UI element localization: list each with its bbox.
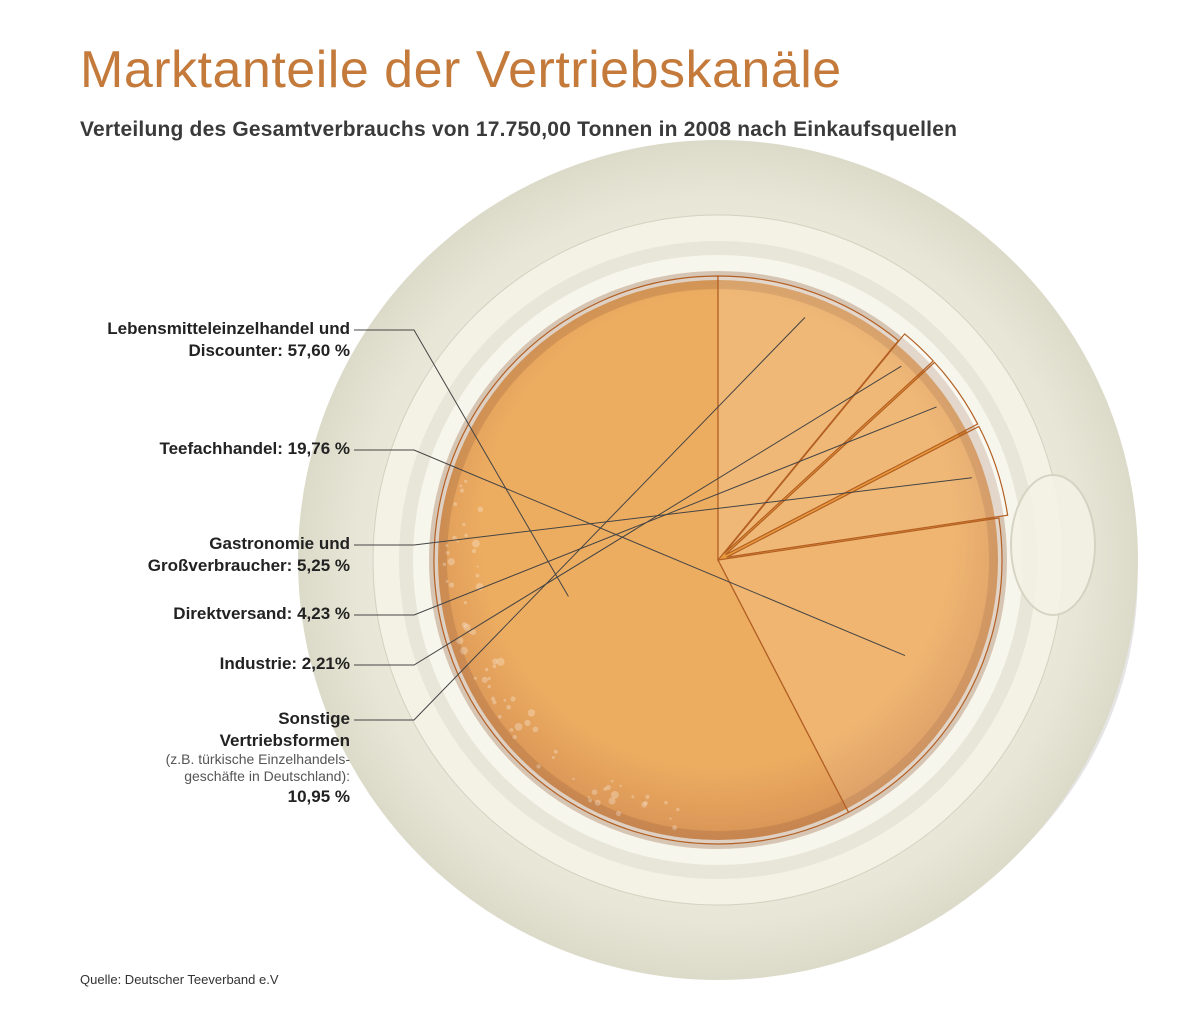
pie-label-sonstige: SonstigeVertriebsformen(z.B. türkische E… [50,708,350,807]
pie-label-leh: Lebensmitteleinzelhandel undDiscounter: … [50,318,350,361]
pie-label-industrie: Industrie: 2,21% [50,653,350,674]
pie-label-teefach: Teefachhandel: 19,76 % [50,438,350,459]
page: Marktanteile der Vertriebskanäle Verteil… [0,0,1200,1027]
pie-label-direkt: Direktversand: 4,23 % [50,603,350,624]
pie-label-gastro: Gastronomie undGroßverbraucher: 5,25 % [50,533,350,576]
pie-labels: Lebensmitteleinzelhandel undDiscounter: … [0,0,1200,1027]
